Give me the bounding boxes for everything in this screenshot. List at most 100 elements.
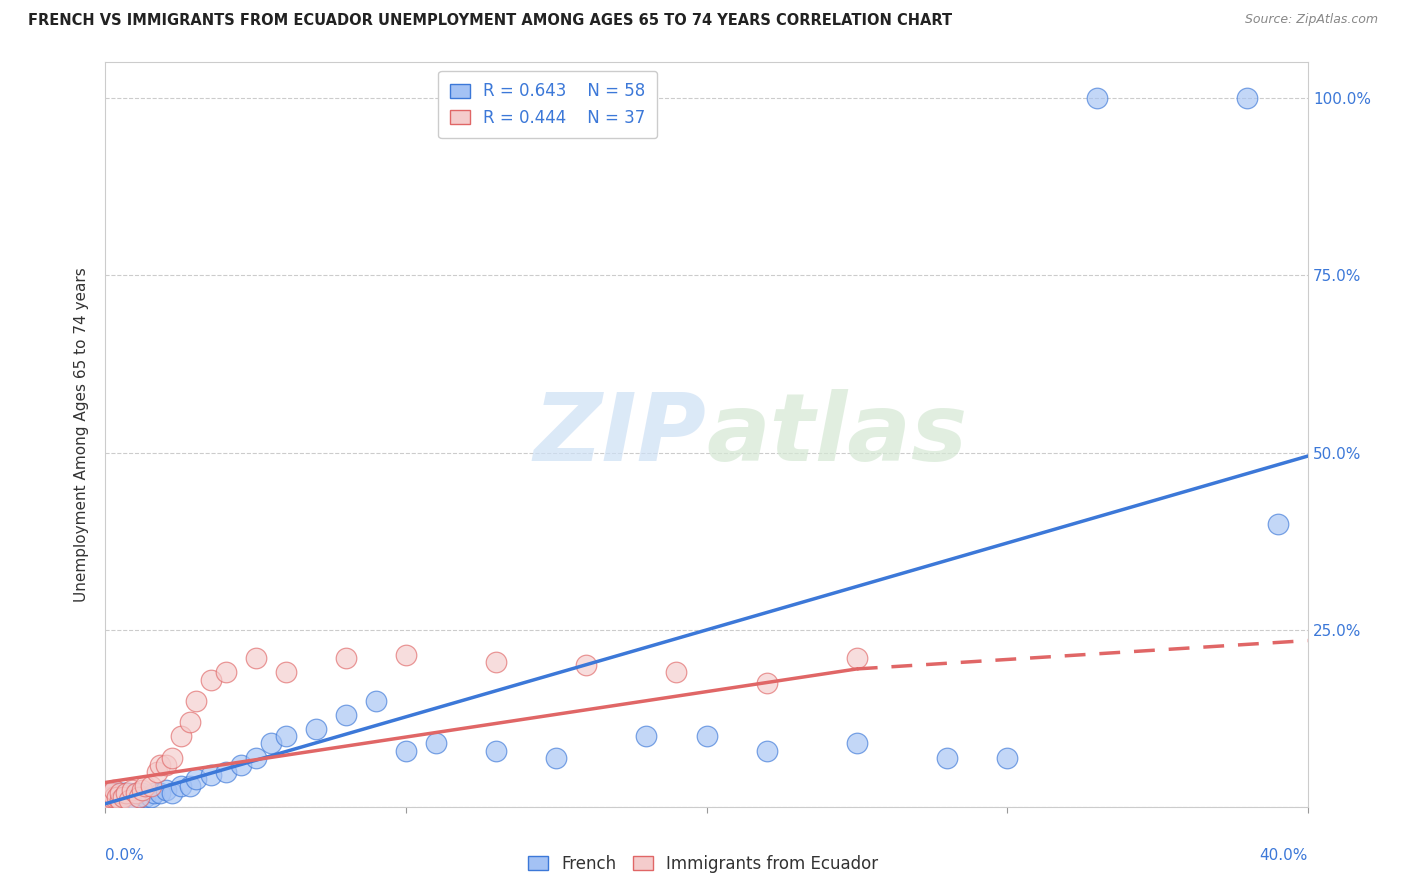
Point	[245, 750, 267, 764]
Point	[160, 750, 183, 764]
Point	[200, 673, 222, 687]
Point	[100, 793, 122, 807]
Point	[112, 789, 135, 804]
Point	[995, 750, 1018, 764]
Point	[124, 793, 146, 807]
Point	[755, 743, 778, 757]
Point	[97, 786, 120, 800]
Point	[335, 651, 357, 665]
Point	[274, 729, 297, 743]
Point	[121, 782, 143, 797]
Point	[665, 665, 688, 680]
Text: 40.0%: 40.0%	[1260, 848, 1308, 863]
Point	[118, 789, 141, 804]
Point	[97, 786, 120, 800]
Text: FRENCH VS IMMIGRANTS FROM ECUADOR UNEMPLOYMENT AMONG AGES 65 TO 74 YEARS CORRELA: FRENCH VS IMMIGRANTS FROM ECUADOR UNEMPL…	[28, 13, 952, 29]
Text: atlas: atlas	[707, 389, 967, 481]
Point	[110, 793, 132, 807]
Point	[305, 723, 328, 737]
Point	[134, 789, 156, 804]
Point	[103, 793, 125, 807]
Point	[94, 786, 117, 800]
Point	[107, 789, 129, 804]
Point	[425, 736, 447, 750]
Point	[575, 658, 598, 673]
Text: 0.0%: 0.0%	[105, 848, 145, 863]
Point	[936, 750, 959, 764]
Point	[128, 789, 150, 804]
Point	[274, 665, 297, 680]
Point	[131, 782, 153, 797]
Point	[395, 648, 418, 662]
Point	[155, 782, 177, 797]
Point	[184, 772, 207, 786]
Point	[124, 786, 146, 800]
Point	[169, 779, 191, 793]
Point	[115, 793, 138, 807]
Point	[184, 694, 207, 708]
Point	[845, 736, 868, 750]
Legend: R = 0.643    N = 58, R = 0.444    N = 37: R = 0.643 N = 58, R = 0.444 N = 37	[439, 70, 657, 138]
Point	[636, 729, 658, 743]
Point	[97, 793, 120, 807]
Point	[485, 655, 508, 669]
Point	[118, 793, 141, 807]
Point	[142, 786, 165, 800]
Point	[245, 651, 267, 665]
Point	[121, 789, 143, 804]
Point	[107, 789, 129, 804]
Point	[148, 786, 170, 800]
Text: Source: ZipAtlas.com: Source: ZipAtlas.com	[1244, 13, 1378, 27]
Point	[214, 665, 236, 680]
Point	[200, 768, 222, 782]
Point	[103, 789, 125, 804]
Point	[1267, 516, 1289, 531]
Point	[128, 789, 150, 804]
Point	[546, 750, 568, 764]
Point	[229, 757, 252, 772]
Point	[94, 789, 117, 804]
Point	[100, 786, 122, 800]
Point	[179, 779, 201, 793]
Point	[110, 789, 132, 804]
Point	[97, 793, 120, 807]
Point	[364, 694, 387, 708]
Point	[1236, 91, 1258, 105]
Point	[1085, 91, 1108, 105]
Point	[100, 789, 122, 804]
Point	[103, 782, 125, 797]
Point	[155, 757, 177, 772]
Point	[103, 789, 125, 804]
Point	[485, 743, 508, 757]
Point	[169, 729, 191, 743]
Point	[112, 786, 135, 800]
Point	[112, 789, 135, 804]
Point	[260, 736, 283, 750]
Point	[696, 729, 718, 743]
Point	[103, 786, 125, 800]
Point	[139, 779, 162, 793]
Point	[335, 708, 357, 723]
Point	[395, 743, 418, 757]
Point	[139, 789, 162, 804]
Text: ZIP: ZIP	[534, 389, 707, 481]
Point	[755, 676, 778, 690]
Point	[115, 786, 138, 800]
Legend: French, Immigrants from Ecuador: French, Immigrants from Ecuador	[522, 848, 884, 880]
Point	[110, 786, 132, 800]
Point	[148, 757, 170, 772]
Point	[100, 786, 122, 800]
Point	[179, 715, 201, 730]
Point	[115, 786, 138, 800]
Point	[131, 786, 153, 800]
Point	[100, 789, 122, 804]
Point	[145, 764, 167, 779]
Point	[94, 789, 117, 804]
Point	[118, 786, 141, 800]
Point	[845, 651, 868, 665]
Point	[110, 786, 132, 800]
Y-axis label: Unemployment Among Ages 65 to 74 years: Unemployment Among Ages 65 to 74 years	[75, 268, 90, 602]
Point	[134, 779, 156, 793]
Point	[160, 786, 183, 800]
Point	[97, 789, 120, 804]
